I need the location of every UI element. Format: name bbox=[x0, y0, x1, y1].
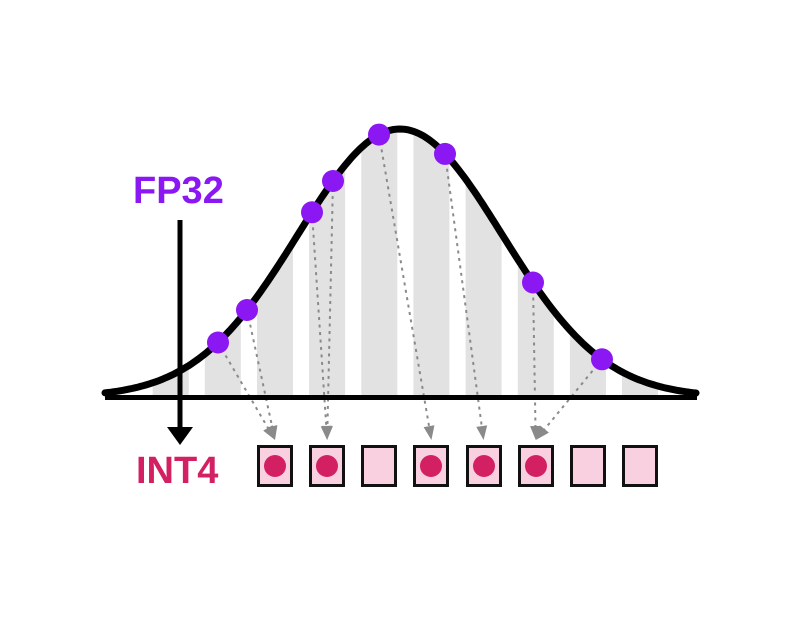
int4-box bbox=[309, 445, 346, 487]
int4-box bbox=[413, 445, 450, 487]
x-axis-line bbox=[105, 395, 697, 400]
connector-arrowhead-icon bbox=[530, 425, 542, 440]
connector-arrowhead-icon bbox=[476, 425, 488, 440]
fp32-value-dot bbox=[236, 299, 258, 321]
quantization-bin-stripe bbox=[413, 129, 450, 400]
quantization-bin-stripe bbox=[361, 129, 398, 400]
fp32-value-dot bbox=[322, 170, 344, 192]
fp32-to-int4-arrow-head-icon bbox=[167, 427, 193, 445]
int4-label: INT4 bbox=[136, 450, 219, 492]
int4-box bbox=[569, 445, 606, 487]
fp32-to-int4-arrow-shaft bbox=[177, 220, 183, 427]
quantization-connector-line bbox=[378, 134, 431, 429]
connector-arrowhead-icon bbox=[266, 425, 278, 440]
connector-arrowhead-icon bbox=[535, 425, 549, 440]
fp32-value-dot bbox=[522, 271, 544, 294]
int4-value-dot bbox=[524, 455, 547, 477]
int4-value-dot bbox=[420, 455, 443, 477]
int4-value-dot bbox=[264, 455, 286, 477]
int4-value-dot bbox=[472, 455, 495, 477]
int4-value-dot bbox=[316, 455, 339, 477]
quantization-bin-stripe bbox=[309, 129, 346, 400]
quantization-connector-line bbox=[532, 282, 537, 429]
quantization-bin-stripe bbox=[204, 129, 241, 400]
fp32-value-dot bbox=[368, 123, 390, 146]
int4-box bbox=[257, 445, 293, 487]
quantization-connector-line bbox=[246, 309, 274, 429]
quantization-bin-stripe bbox=[517, 129, 554, 400]
int4-box bbox=[517, 445, 554, 487]
fp32-label: FP32 bbox=[133, 170, 224, 212]
quantization-connector-line bbox=[311, 212, 328, 429]
quantization-bin-stripe bbox=[622, 129, 658, 400]
fp32-value-dot bbox=[434, 142, 456, 165]
connector-arrowhead-icon bbox=[423, 425, 435, 440]
quantization-connector-line bbox=[444, 153, 483, 429]
fp32-value-dot bbox=[207, 331, 229, 354]
int4-box bbox=[622, 445, 658, 487]
fp32-value-dot bbox=[301, 201, 323, 224]
quantization-connector-line bbox=[217, 341, 270, 431]
quantization-bin-stripe bbox=[465, 129, 502, 400]
connector-arrowhead-icon bbox=[321, 425, 333, 440]
int4-box bbox=[465, 445, 502, 487]
fp32-value-dot bbox=[591, 348, 613, 371]
int4-box bbox=[361, 445, 398, 487]
quantization-bin-stripe bbox=[152, 129, 189, 400]
